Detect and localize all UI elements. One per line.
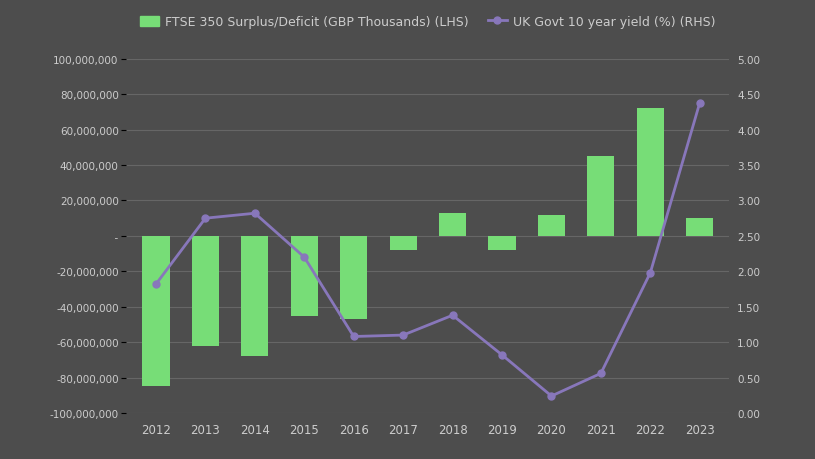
Bar	[686, 218, 713, 236]
Bar	[241, 236, 268, 357]
Bar	[637, 109, 664, 236]
Bar	[538, 215, 565, 236]
Legend: FTSE 350 Surplus/Deficit (GBP Thousands) (LHS), UK Govt 10 year yield (%) (RHS): FTSE 350 Surplus/Deficit (GBP Thousands)…	[135, 11, 720, 34]
Bar	[340, 236, 368, 319]
Bar	[390, 236, 416, 251]
Bar	[192, 236, 219, 346]
Bar	[143, 236, 170, 386]
Bar	[488, 236, 516, 251]
Bar	[439, 213, 466, 236]
Bar	[291, 236, 318, 316]
Bar	[588, 157, 615, 236]
